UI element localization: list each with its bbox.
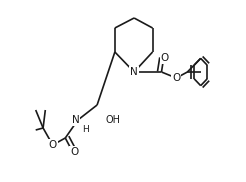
Text: O: O — [49, 140, 57, 150]
Text: H: H — [82, 126, 89, 134]
Text: O: O — [160, 53, 169, 63]
Text: O: O — [172, 73, 180, 83]
Text: OH: OH — [106, 115, 121, 125]
Text: O: O — [70, 147, 78, 157]
Text: N: N — [72, 115, 79, 125]
Text: N: N — [130, 67, 138, 77]
